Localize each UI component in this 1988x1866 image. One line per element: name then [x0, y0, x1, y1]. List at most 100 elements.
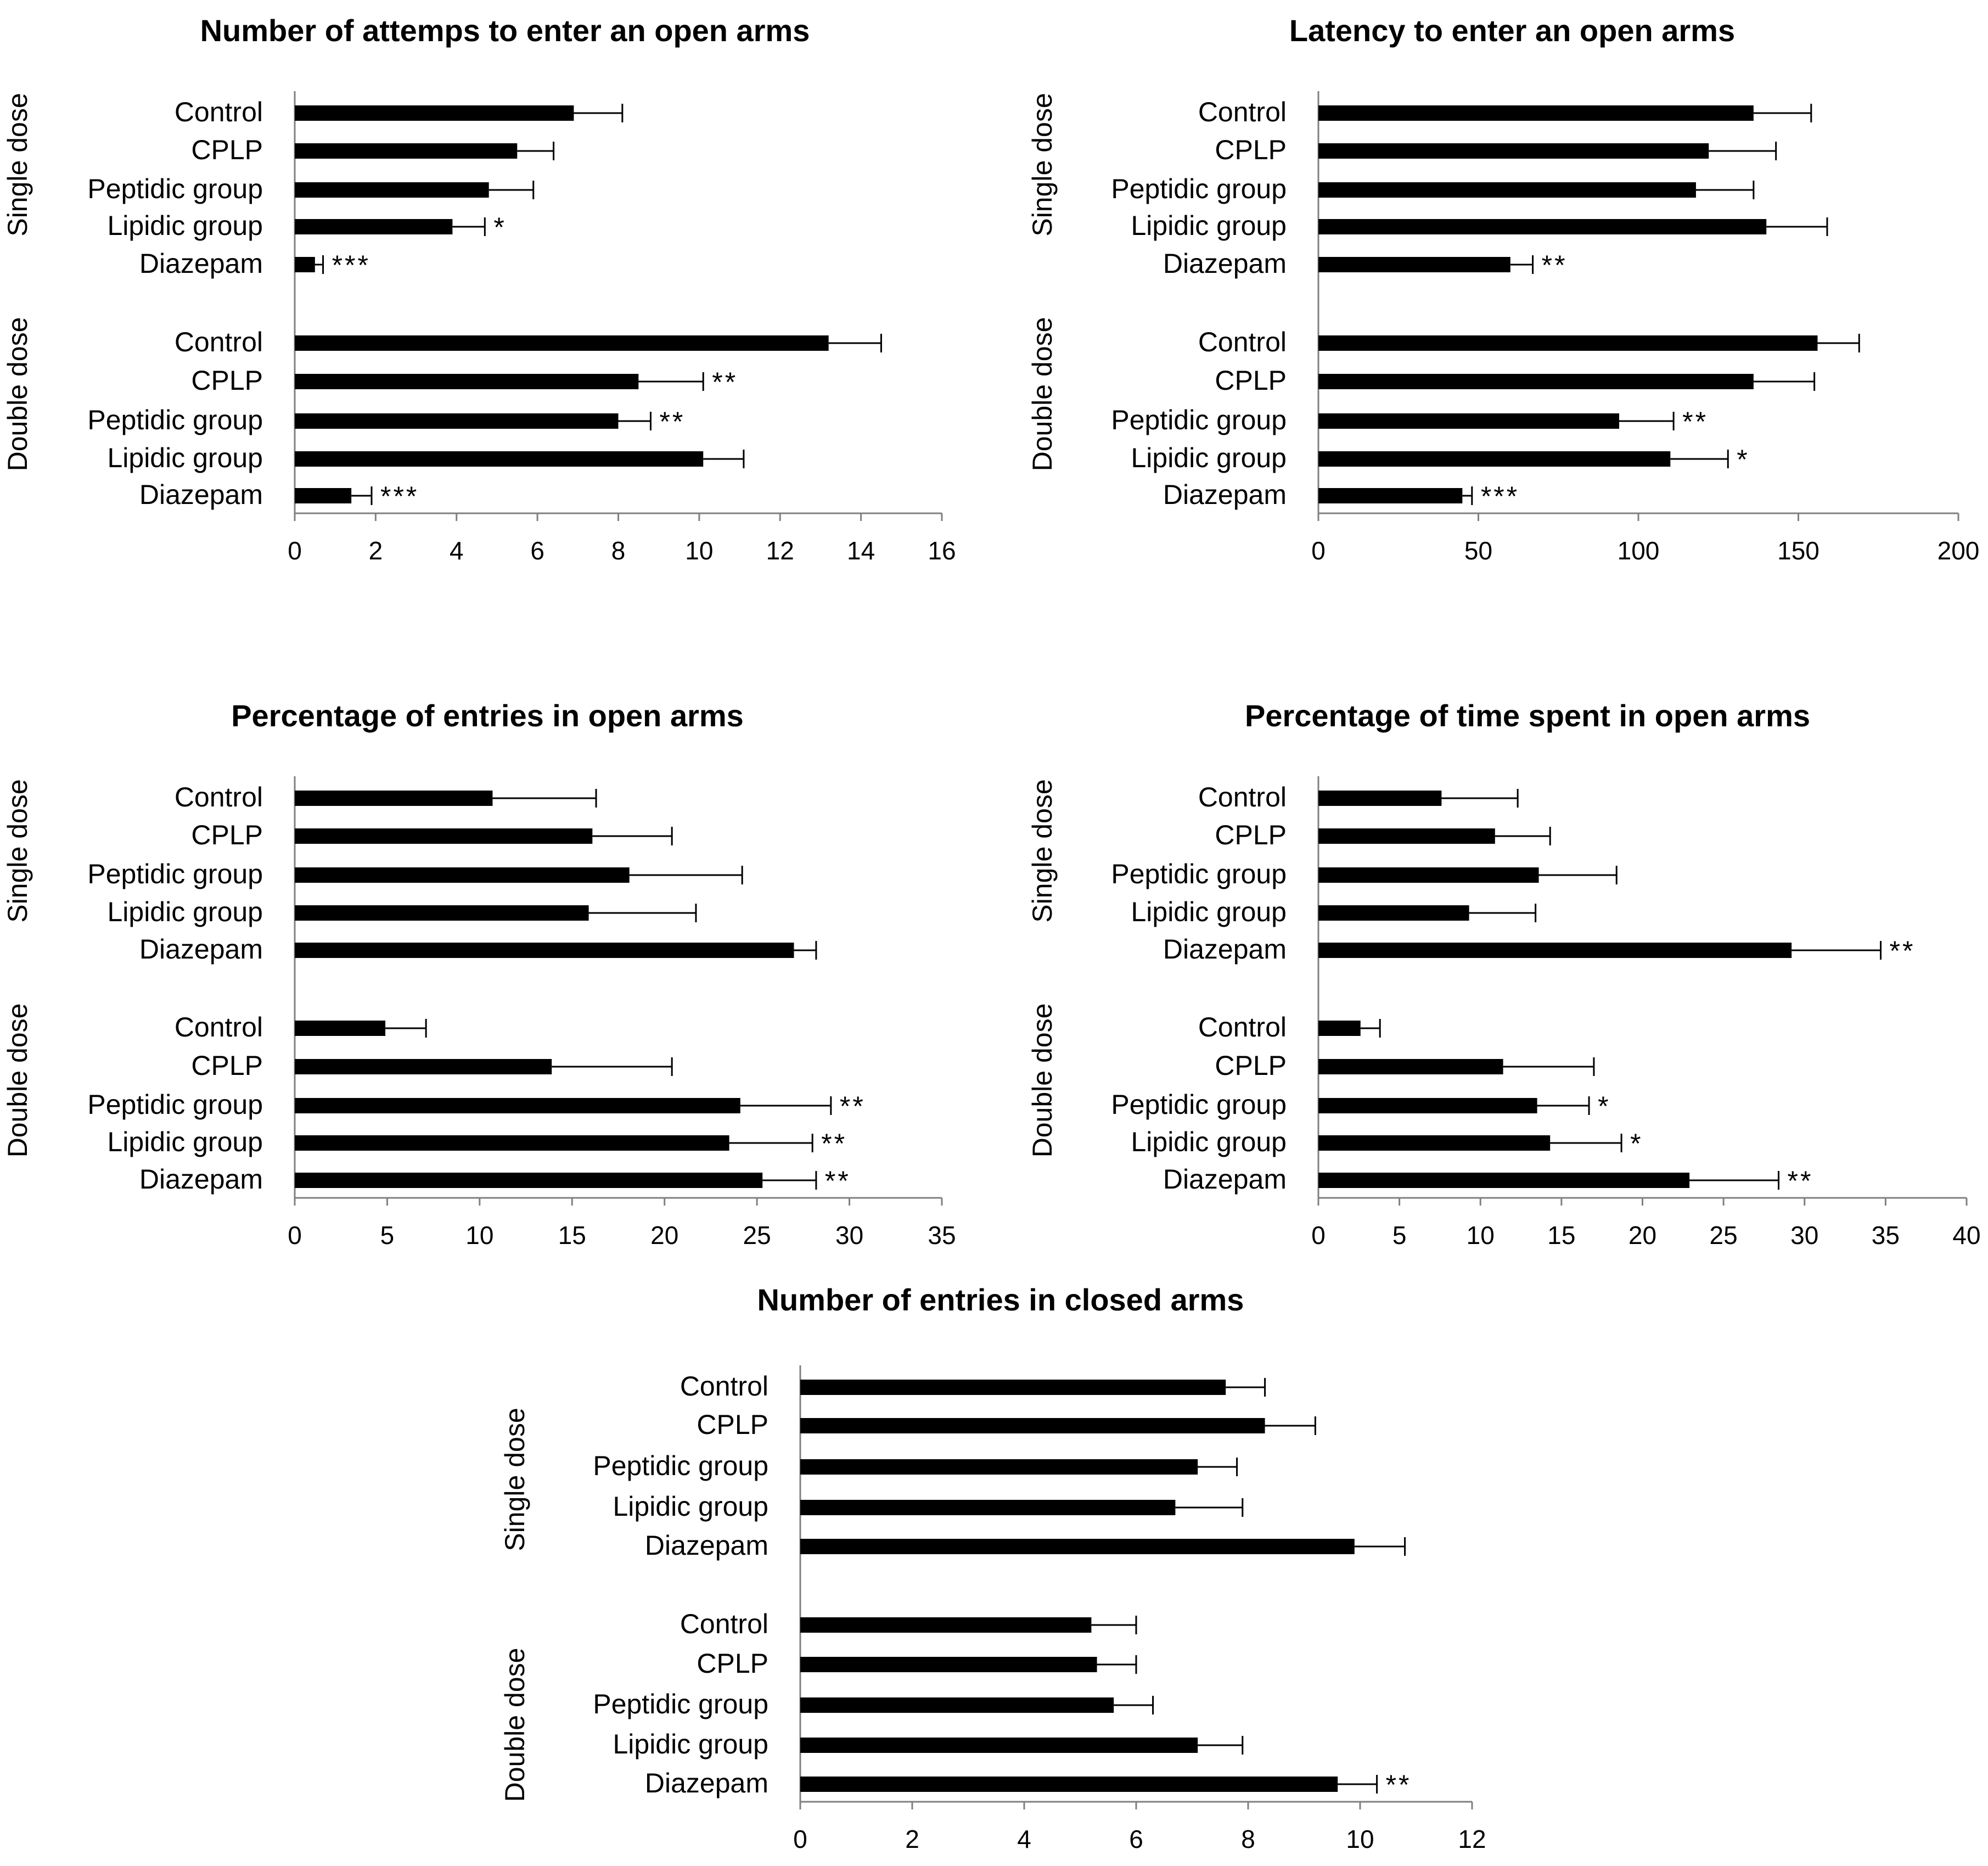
category-label: Control — [175, 1012, 263, 1043]
category-label: Lipidic group — [107, 896, 263, 927]
bar — [295, 105, 574, 121]
significance-marker: *** — [332, 250, 370, 281]
bar — [1318, 867, 1539, 883]
group-label: Double dose — [2, 317, 33, 472]
chart-panel-1: Number of attemps to enter an open arms 0… — [2, 13, 956, 565]
bar — [295, 1098, 740, 1113]
bar — [295, 413, 619, 429]
bar — [295, 257, 315, 272]
category-label: Peptidic group — [1111, 173, 1287, 204]
x-tick-label: 35 — [1872, 1221, 1900, 1249]
x-tick-label: 6 — [530, 536, 544, 565]
category-label: Diazepam — [645, 1530, 768, 1561]
category-label: Control — [175, 782, 263, 812]
category-label: Control — [1198, 97, 1287, 127]
category-label: Diazepam — [1163, 248, 1287, 279]
bar — [1318, 1135, 1551, 1151]
significance-marker: * — [1598, 1091, 1610, 1122]
chart-title: Latency to enter an open arms — [1289, 13, 1735, 48]
bar — [1318, 943, 1792, 958]
x-tick-label: 8 — [1241, 1825, 1255, 1853]
x-tick-label: 8 — [611, 536, 626, 565]
bar — [1318, 374, 1754, 389]
bar — [295, 828, 593, 844]
category-label: Diazepam — [139, 1164, 263, 1195]
x-tick-label: 14 — [847, 536, 875, 565]
category-label: CPLP — [191, 365, 263, 396]
x-tick-label: 2 — [905, 1825, 919, 1853]
bar — [1318, 182, 1696, 198]
chart-title: Number of attemps to enter an open arms — [200, 13, 810, 48]
x-tick-label: 4 — [1017, 1825, 1031, 1853]
bar — [295, 867, 630, 883]
category-label: Peptidic group — [87, 859, 263, 889]
x-tick-label: 5 — [380, 1221, 395, 1249]
category-label: Diazepam — [1163, 934, 1287, 965]
bar — [1318, 791, 1442, 806]
category-label: Control — [680, 1371, 768, 1402]
x-tick-label: 100 — [1618, 536, 1660, 565]
category-label: Peptidic group — [1111, 1089, 1287, 1120]
significance-marker: ** — [1890, 935, 1916, 966]
x-tick-label: 25 — [1710, 1221, 1738, 1249]
group-label: Single dose — [1027, 93, 1058, 236]
bar — [1318, 451, 1671, 467]
category-label: Control — [175, 97, 263, 127]
bar — [1318, 219, 1767, 234]
bar — [295, 219, 453, 234]
category-label: CPLP — [1215, 820, 1287, 850]
bar — [295, 1021, 386, 1036]
x-tick-label: 50 — [1464, 536, 1492, 565]
x-tick-label: 200 — [1938, 536, 1980, 565]
bar — [800, 1539, 1355, 1554]
category-label: Lipidic group — [1131, 210, 1287, 241]
category-label: Lipidic group — [613, 1491, 768, 1522]
significance-marker: ** — [1386, 1769, 1412, 1800]
x-tick-label: 0 — [288, 1221, 302, 1249]
bar — [800, 1418, 1265, 1433]
bar — [1318, 1021, 1361, 1036]
chart-panel-2: Latency to enter an open arms 0 50 100 150 20… — [1027, 13, 1979, 565]
bar — [1318, 488, 1463, 503]
significance-marker: ** — [840, 1091, 866, 1122]
category-label: Lipidic group — [1131, 896, 1287, 927]
bar — [800, 1380, 1226, 1395]
bar — [800, 1777, 1338, 1792]
x-tick-label: 20 — [650, 1221, 678, 1249]
group-label: Double dose — [1027, 317, 1058, 472]
significance-marker: ** — [712, 367, 738, 397]
category-label: Lipidic group — [107, 210, 263, 241]
x-tick-label: 0 — [793, 1825, 807, 1853]
x-tick-label: 35 — [928, 1221, 956, 1249]
category-label: Diazepam — [139, 479, 263, 510]
bar — [800, 1617, 1092, 1633]
category-label: Control — [1198, 1012, 1287, 1043]
significance-marker: ** — [1542, 250, 1568, 281]
category-label: CPLP — [697, 1409, 768, 1440]
category-label: Peptidic group — [593, 1689, 768, 1719]
significance-marker: ** — [821, 1128, 847, 1159]
bar — [1318, 1173, 1690, 1188]
bar — [295, 1059, 552, 1074]
bar — [295, 374, 639, 389]
x-tick-label: 30 — [1790, 1221, 1818, 1249]
bar — [295, 335, 829, 351]
chart-panel-3: Percentage of entries in open arms 0 5 10 15… — [2, 698, 956, 1249]
chart-title: Number of entries in closed arms — [757, 1282, 1244, 1317]
bar — [1318, 335, 1818, 351]
significance-marker: ** — [659, 406, 685, 437]
category-label: CPLP — [191, 1050, 263, 1081]
x-tick-label: 30 — [835, 1221, 863, 1249]
group-label: Double dose — [1027, 1004, 1058, 1158]
x-tick-label: 10 — [1467, 1221, 1495, 1249]
bar — [1318, 413, 1620, 429]
category-label: Diazepam — [1163, 1164, 1287, 1195]
chart-panel-4: Percentage of time spent in open arms 0 5 1… — [1027, 698, 1980, 1249]
significance-marker: ** — [1682, 406, 1708, 437]
significance-marker: ** — [825, 1165, 851, 1196]
significance-marker: *** — [380, 481, 419, 512]
bar — [295, 143, 518, 159]
significance-marker: ** — [1788, 1165, 1813, 1196]
x-tick-label: 12 — [766, 536, 794, 565]
bar — [800, 1657, 1097, 1672]
